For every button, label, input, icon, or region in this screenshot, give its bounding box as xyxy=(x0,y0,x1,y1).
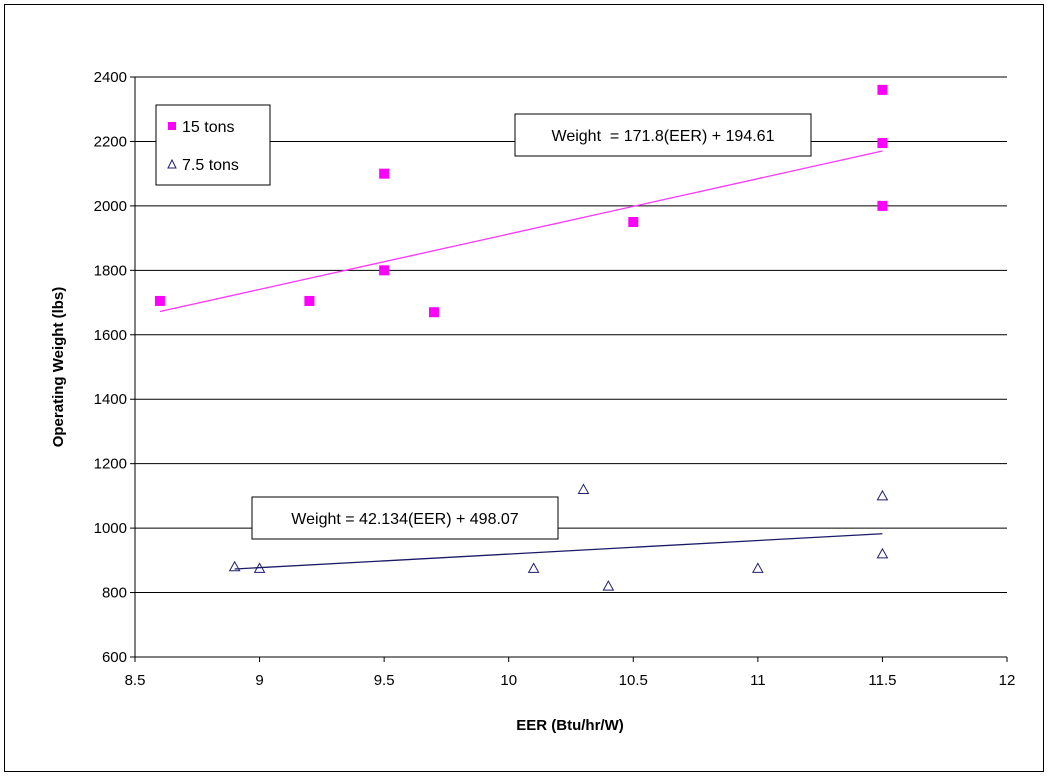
point-series-0-2 xyxy=(379,168,390,179)
legend: 15 tons 7.5 tons xyxy=(155,104,271,186)
point-series-1-5 xyxy=(752,562,764,573)
point-series-0-0 xyxy=(154,295,165,306)
trendline-series-1 xyxy=(234,533,883,570)
y-tick-label-2000: 2000 xyxy=(94,198,127,215)
point-series-1-6 xyxy=(876,489,889,501)
equation-box-7-5-tons: Weight = 42.134(EER) + 498.07 xyxy=(251,496,559,540)
y-tick-label-1000: 1000 xyxy=(94,520,127,537)
point-series-1-4 xyxy=(602,580,615,591)
point-series-1-1 xyxy=(253,562,266,573)
point-series-1-2 xyxy=(527,562,540,573)
point-series-0-1 xyxy=(304,295,315,306)
y-tick-label-1400: 1400 xyxy=(94,391,127,408)
x-tick-label-9.5: 9.5 xyxy=(374,672,395,689)
x-axis-label: EER (Btu/hr/W) xyxy=(516,717,623,734)
trendline-series-0 xyxy=(159,150,883,313)
x-tick-label-8.5: 8.5 xyxy=(125,672,146,689)
y-tick-label-1600: 1600 xyxy=(94,327,127,344)
x-tick-label-12: 12 xyxy=(999,672,1016,689)
y-tick-label-1800: 1800 xyxy=(94,262,127,279)
x-tick-label-10.5: 10.5 xyxy=(619,672,648,689)
x-tick-label-10: 10 xyxy=(500,672,517,689)
equation-box-15-tons: Weight = 171.8(EER) + 194.61 xyxy=(514,113,812,157)
equation-7-5-tons: Weight = 42.134(EER) + 498.07 xyxy=(291,511,519,528)
y-axis-label: Operating Weight (lbs) xyxy=(50,287,67,448)
x-tick-label-11.5: 11.5 xyxy=(868,672,896,689)
point-series-0-4 xyxy=(428,307,439,318)
point-series-0-3 xyxy=(379,265,390,276)
y-tick-label-1200: 1200 xyxy=(94,456,127,473)
legend-marker-15-tons xyxy=(168,122,176,130)
y-tick-label-800: 800 xyxy=(102,585,127,602)
point-series-0-6 xyxy=(877,84,888,95)
x-tick-label-11: 11 xyxy=(750,672,766,689)
point-series-0-8 xyxy=(877,200,888,211)
data-points xyxy=(154,84,889,591)
point-series-1-7 xyxy=(876,547,889,559)
legend-box xyxy=(155,104,271,186)
point-series-1-3 xyxy=(577,483,590,494)
legend-label-7-5-tons: 7.5 tons xyxy=(182,157,239,174)
point-series-1-0 xyxy=(228,560,241,572)
y-tick-label-600: 600 xyxy=(102,649,127,666)
point-series-0-5 xyxy=(628,217,639,227)
trendlines xyxy=(159,150,883,570)
x-tick-label-9: 9 xyxy=(255,672,263,689)
y-tick-label-2400: 2400 xyxy=(94,69,127,86)
legend-label-15-tons: 15 tons xyxy=(182,119,234,136)
axes: 600 800 1000 1200 1400 1600 1800 2000 2200 2400 8.… xyxy=(94,69,1016,689)
legend-marker-7-5-tons xyxy=(167,158,177,169)
equation-15-tons: Weight = 171.8(EER) + 194.61 xyxy=(552,128,775,145)
point-series-0-7 xyxy=(877,138,888,149)
y-tick-label-2200: 2200 xyxy=(94,133,127,150)
